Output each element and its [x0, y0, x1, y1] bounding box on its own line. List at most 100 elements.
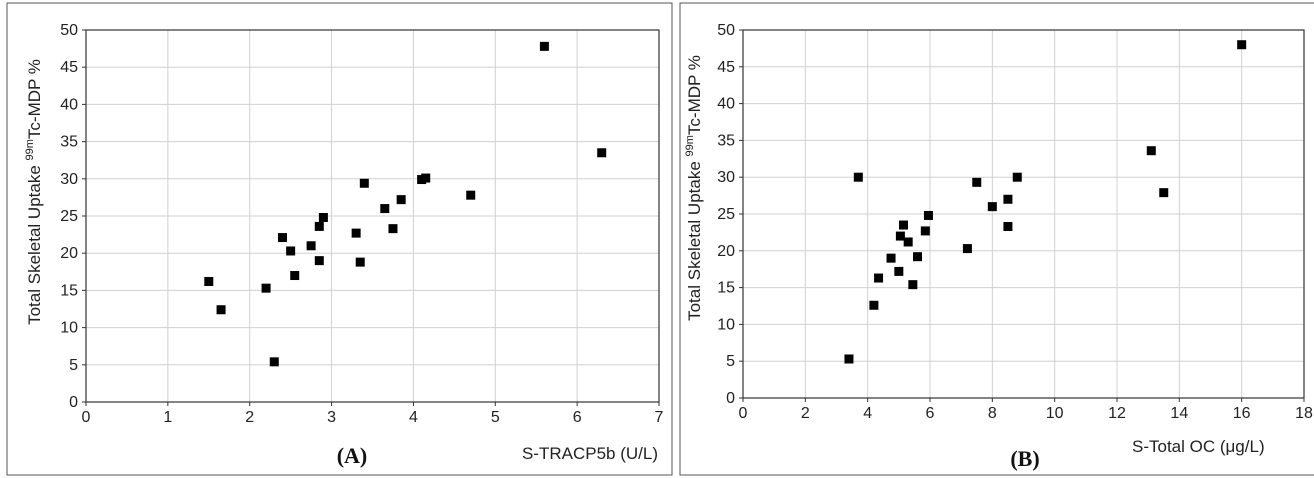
panel-b-y-tick-label: 5 — [726, 353, 735, 370]
panel-b-data-point — [895, 231, 905, 241]
panel-b-data-point — [869, 300, 879, 310]
panel-a-data-point — [216, 305, 226, 315]
panel-a-y-tick-label: 40 — [60, 96, 78, 113]
panel-b-data-point — [972, 177, 982, 187]
panel-b-y-axis-title-suffix: Tc-MDP % — [685, 55, 704, 135]
panel-a-x-tick-label: 4 — [409, 409, 418, 426]
panel-b-data-point — [962, 244, 972, 254]
panel-a-data-point — [396, 195, 406, 205]
panel-a-data-point — [318, 212, 328, 222]
panel-a-points — [204, 41, 607, 367]
panel-b-y-tick-label: 35 — [717, 132, 735, 149]
panel-b-data-point — [920, 226, 930, 236]
panel-a-data-point — [261, 283, 271, 293]
panel-a-data-point — [597, 148, 607, 158]
panel-a-y-tick-label: 45 — [60, 59, 78, 76]
panel-b-data-point — [913, 252, 923, 262]
panel-b-label: (B) — [1010, 446, 1039, 471]
panel-b-data-point — [1159, 188, 1169, 198]
panel-a-data-point — [351, 228, 361, 238]
panel-a-y-tick-label: 35 — [60, 134, 78, 151]
panel-a-y-axis-title-sup: 99m — [24, 139, 36, 160]
panel-b-data-point — [894, 266, 904, 276]
panel-b-points — [844, 40, 1247, 364]
panel-b-data-point — [1237, 40, 1247, 50]
panel-b-x-tick-label: 16 — [1233, 405, 1251, 422]
panel-a-x-tick-label: 1 — [163, 409, 172, 426]
panel-a-y-axis-title-suffix: Tc-MDP % — [25, 59, 44, 139]
panel-b-x-tick-label: 10 — [1046, 405, 1064, 422]
panel-a-data-point — [204, 276, 214, 286]
panel-a-x-tick-label: 5 — [491, 409, 500, 426]
panel-b-x-ticks: 0 2 4 6 8 10 12 14 16 18 — [739, 398, 1313, 422]
panel-a-x-tick-label: 6 — [573, 409, 582, 426]
panel-a-x-tick-label: 3 — [327, 409, 336, 426]
panel-b-data-point — [1003, 222, 1013, 232]
panel-b-x-tick-label: 4 — [863, 405, 872, 422]
panel-a-y-axis-title: Total Skeletal Uptake 99mTc-MDP % — [24, 59, 44, 325]
panel-b-data-point — [853, 172, 863, 182]
panel-a-y-ticks: 0 5 10 15 20 25 30 35 40 45 50 — [60, 22, 86, 411]
panel-b-x-tick-label: 6 — [926, 405, 935, 422]
panel-a-data-point — [421, 173, 431, 183]
panel-b-data-point — [874, 273, 884, 283]
panel-a-y-tick-label: 5 — [69, 357, 78, 374]
panel-a-data-point — [314, 221, 324, 231]
panel-a-x-ticks: 0 1 2 3 4 5 6 7 — [82, 402, 664, 426]
panel-b-data-point — [1003, 194, 1013, 204]
panel-a-data-point — [359, 178, 369, 188]
panel-a-x-axis-title: S-TRACP5b (U/L) — [522, 444, 658, 463]
panel-a-data-point — [380, 204, 390, 214]
panel-b-data-point — [903, 237, 913, 247]
panel-a-data-point — [314, 256, 324, 266]
panel-a-data-point — [466, 190, 476, 200]
panel-a-y-tick-label: 10 — [60, 320, 78, 337]
panel-a-data-point — [355, 257, 365, 267]
panel-b-y-axis-title: Total Skeletal Uptake 99mTc-MDP % — [684, 55, 704, 321]
panel-a-y-tick-label: 50 — [60, 22, 78, 39]
panel-b-y-axis-title-sup: 99m — [684, 135, 696, 156]
panel-b: 0 2 4 6 8 10 12 14 16 18 0 5 10 15 20 25 30 35 40 45 50 S-T… — [679, 2, 1314, 476]
panel-b-y-tick-label: 10 — [717, 316, 735, 333]
panel-b-x-tick-label: 2 — [801, 405, 810, 422]
panel-b-data-point — [1012, 172, 1022, 182]
panel-b-grid — [742, 29, 1305, 399]
panel-b-data-point — [1146, 146, 1156, 156]
panel-b-x-tick-label: 14 — [1170, 405, 1188, 422]
panel-b-x-tick-label: 18 — [1295, 405, 1313, 422]
panel-b-y-tick-label: 0 — [726, 390, 735, 407]
panel-b-border — [679, 2, 1314, 476]
panel-b-x-tick-label: 8 — [988, 405, 997, 422]
panel-b-data-point — [908, 280, 918, 290]
panel-b-data-point — [886, 253, 896, 263]
panel-a-y-tick-label: 25 — [60, 208, 78, 225]
panel-b-y-tick-label: 15 — [717, 280, 735, 297]
panel-b-y-tick-label: 45 — [717, 59, 735, 76]
panel-a-data-point — [306, 241, 316, 251]
panel-a-data-point — [388, 224, 398, 234]
panel-a-label: (A) — [337, 443, 368, 468]
panel-a-x-tick-label: 0 — [82, 409, 91, 426]
panel-a-data-point — [290, 271, 300, 281]
panel-b-x-axis-title: S-Total OC (μg/L) — [1132, 437, 1265, 456]
panel-a-grid — [85, 29, 660, 403]
panel-a-y-axis-title-prefix: Total Skeletal Uptake — [25, 160, 44, 324]
panel-a-x-tick-label: 7 — [655, 409, 664, 426]
panel-b-x-tick-label: 0 — [739, 405, 748, 422]
panel-a-data-point — [269, 357, 279, 367]
panel-b-data-point — [844, 354, 854, 364]
panel-a-y-tick-label: 0 — [69, 394, 78, 411]
panel-b-y-tick-label: 40 — [717, 96, 735, 113]
panel-b-y-tick-label: 20 — [717, 243, 735, 260]
panel-a-data-point — [277, 233, 287, 243]
panel-b-data-point — [923, 210, 933, 220]
panel-a-y-tick-label: 15 — [60, 282, 78, 299]
panel-b-y-tick-label: 25 — [717, 206, 735, 223]
panel-a-data-point — [286, 246, 296, 256]
panel-b-data-point — [899, 220, 909, 230]
panel-b-y-axis-title-prefix: Total Skeletal Uptake — [685, 156, 704, 320]
panel-b-x-tick-label: 12 — [1108, 405, 1126, 422]
panel-b-y-tick-label: 50 — [717, 22, 735, 39]
